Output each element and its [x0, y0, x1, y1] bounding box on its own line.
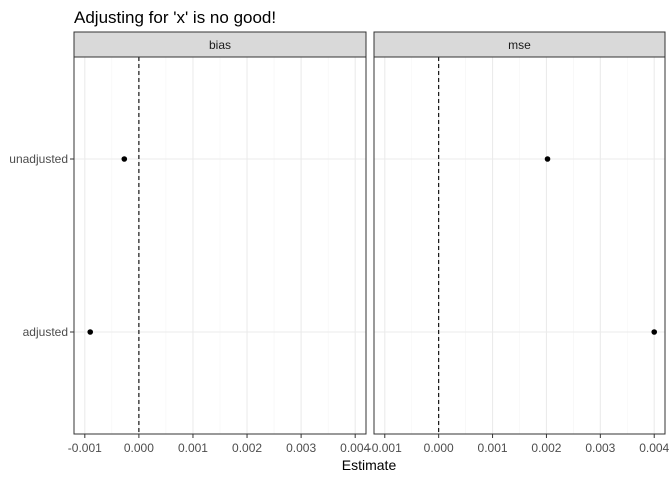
chart-title: Adjusting for 'x' is no good! — [74, 8, 276, 27]
facet-panels: bias -0.001 0.000 0.001 0.002 0.003 0.004 mse -0… — [68, 31, 670, 455]
x-tick-label: 0.004 — [639, 441, 669, 455]
facet-strip-label: bias — [209, 38, 231, 52]
facet-panel-bias: bias -0.001 0.000 0.001 0.002 0.003 0.004 — [68, 31, 371, 455]
y-tick-label-unadjusted: unadjusted — [9, 152, 68, 166]
x-tick-label: -0.001 — [368, 441, 402, 455]
x-tick-label: 0.000 — [124, 441, 154, 455]
x-tick-label: 0.001 — [478, 441, 508, 455]
x-tick-label: 0.002 — [531, 441, 561, 455]
x-tick-label: 0.004 — [340, 441, 370, 455]
x-tick-label: -0.001 — [68, 441, 102, 455]
data-point-bias-unadjusted — [121, 156, 128, 162]
x-axis-title: Estimate — [342, 457, 397, 473]
data-point-bias-adjusted — [87, 329, 94, 335]
x-tick-label: 0.003 — [286, 441, 316, 455]
y-axis: unadjusted adjusted — [9, 152, 74, 339]
x-tick-label: 0.003 — [585, 441, 615, 455]
x-tick-label: 0.002 — [232, 441, 262, 455]
data-point-mse-unadjusted — [544, 156, 551, 162]
facet-strip — [373, 31, 666, 58]
facet-panel-mse: mse -0.001 0.000 0.001 0.002 0.003 0.004 — [368, 31, 670, 455]
y-tick-label-adjusted: adjusted — [23, 325, 68, 339]
x-tick-label: 0.000 — [424, 441, 454, 455]
data-point-mse-adjusted — [651, 329, 658, 335]
facet-strip-label: mse — [508, 38, 531, 52]
x-tick-label: 0.001 — [178, 441, 208, 455]
facet-strip — [73, 31, 367, 58]
